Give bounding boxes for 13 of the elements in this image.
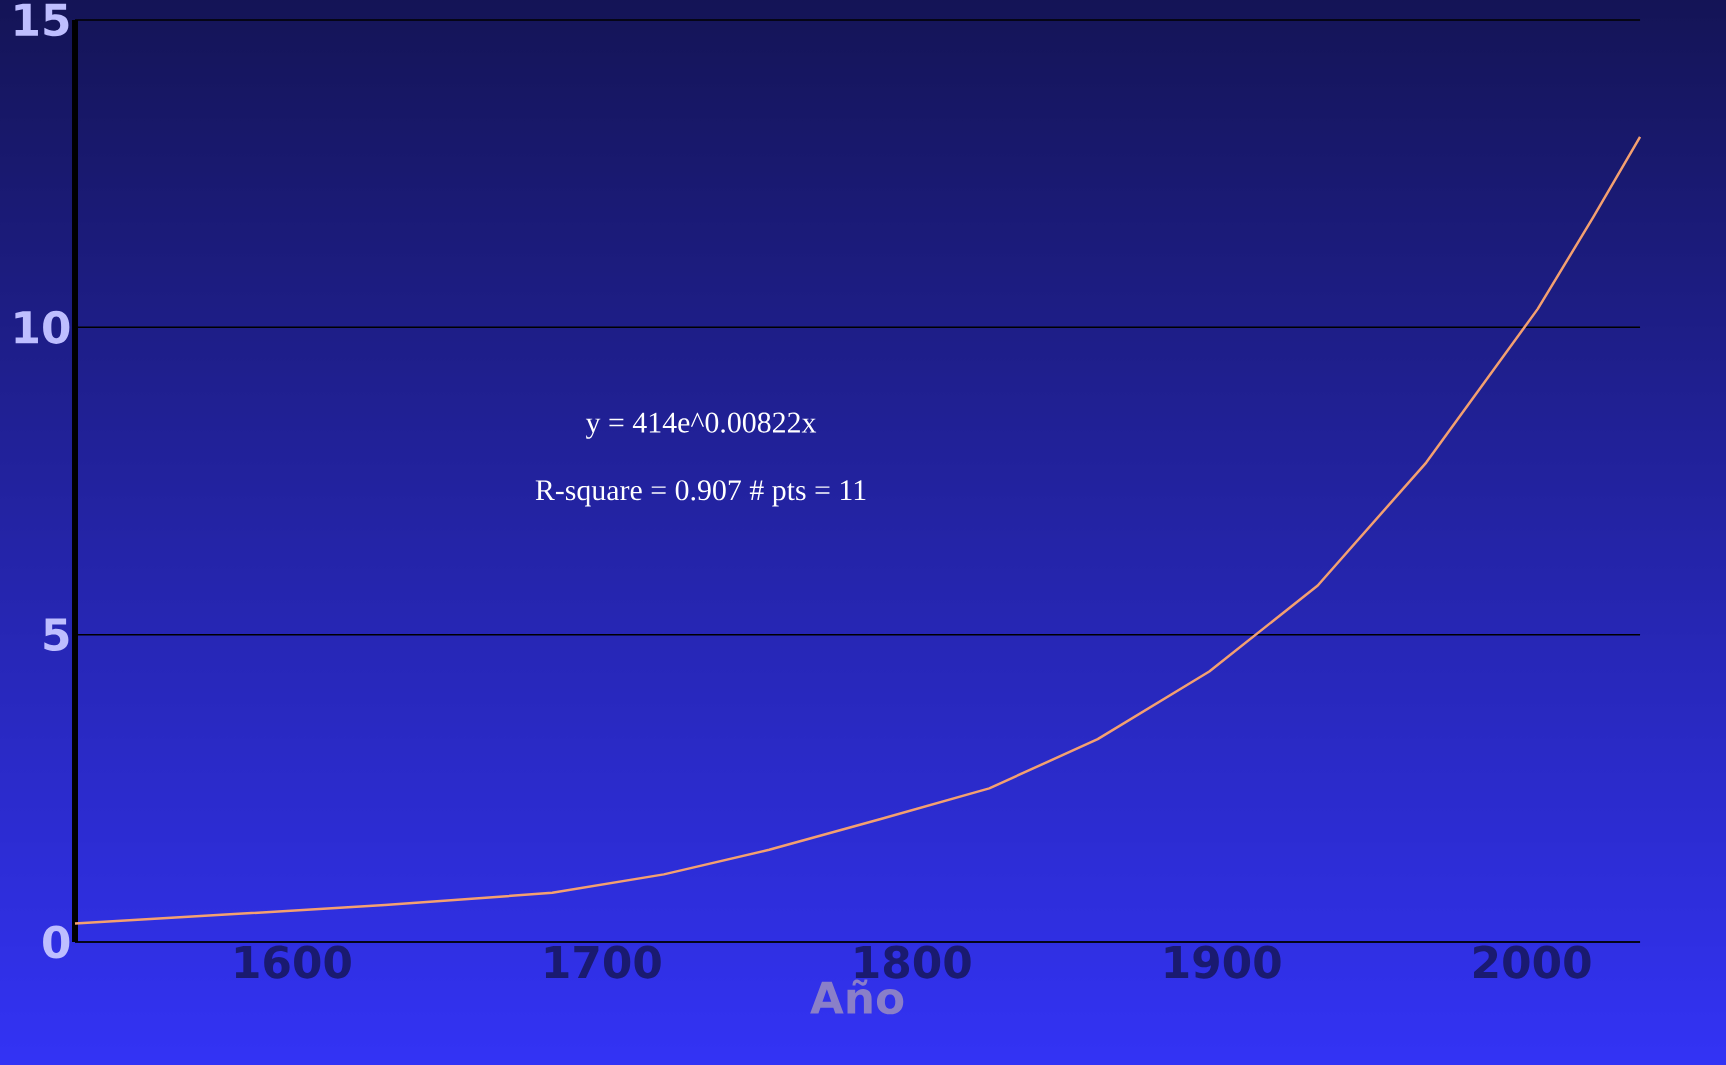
x-tick-label: 1800 [855,945,971,979]
x-tick-label: 1600 [235,945,351,979]
x-tick-label: 1900 [1165,945,1281,979]
x-tick-label: 1700 [545,945,661,979]
annotation: y = 414e^0.00822x [585,412,817,439]
annotation: R-square = 0.907 # pts = 11 [535,480,866,507]
x-tick-label: 2000 [1474,945,1591,979]
line-series [73,135,1642,925]
y-tick-label: 5 [44,618,69,651]
x-axis-title: Año [810,979,904,1015]
y-tick-label: 0 [43,925,70,959]
y-tick-label: 15 [15,3,69,37]
y-tick-label: 10 [15,310,70,344]
